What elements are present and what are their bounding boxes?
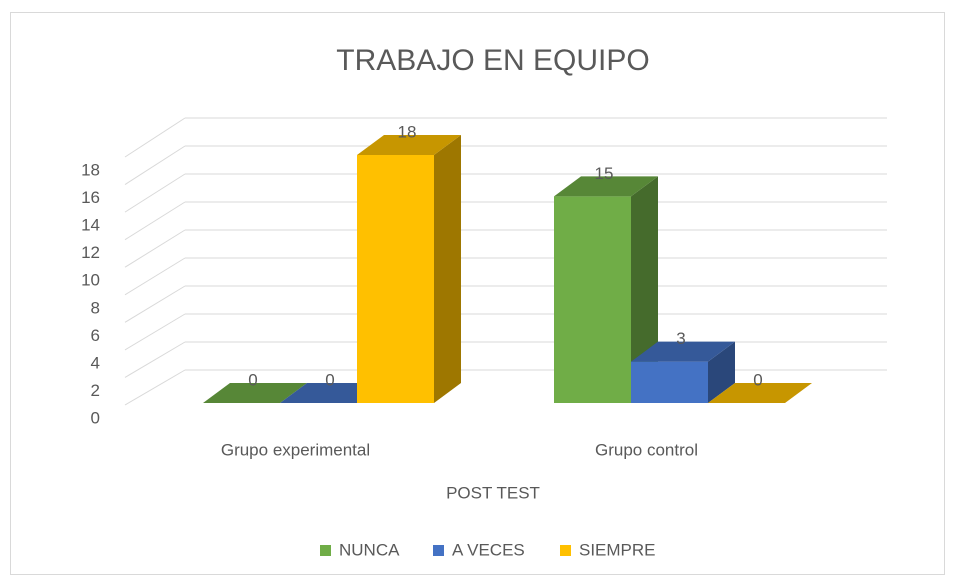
bar-front xyxy=(554,196,631,403)
grid-line xyxy=(124,369,186,406)
grid-line xyxy=(124,229,186,268)
y-tick-label: 4 xyxy=(91,353,100,372)
y-tick-label: 8 xyxy=(91,298,100,317)
y-tick-label: 12 xyxy=(81,243,100,262)
bar-top xyxy=(357,135,461,155)
x-axis-title: POST TEST xyxy=(446,483,540,502)
bar-side xyxy=(631,176,658,403)
y-tick-label: 10 xyxy=(81,271,100,290)
value-label: 0 xyxy=(248,370,257,389)
bar-side xyxy=(434,135,461,403)
value-label: 0 xyxy=(753,370,762,389)
bar xyxy=(554,176,658,403)
value-label: 3 xyxy=(676,329,685,348)
y-tick-label: 16 xyxy=(81,188,100,207)
legend-label: SIEMPRE xyxy=(579,540,656,559)
bar-front xyxy=(631,361,708,403)
legend-swatch xyxy=(320,545,331,556)
bar-top xyxy=(203,383,307,403)
grid-line xyxy=(124,285,186,323)
chart-title: TRABAJO EN EQUIPO xyxy=(336,44,649,77)
bar xyxy=(357,135,461,403)
value-label: 0 xyxy=(325,370,334,389)
grid-line xyxy=(124,257,186,296)
grid-line xyxy=(124,313,186,351)
y-tick-label: 6 xyxy=(91,326,100,345)
grid-line xyxy=(124,117,186,158)
grid-line xyxy=(124,341,186,378)
bar-side xyxy=(708,341,735,403)
x-tick-label: Grupo control xyxy=(595,440,698,459)
y-tick-label: 0 xyxy=(91,408,100,427)
x-tick-label: Grupo experimental xyxy=(221,440,370,459)
chart-border xyxy=(10,12,945,575)
y-tick-label: 18 xyxy=(81,160,100,179)
legend-swatch xyxy=(433,545,444,556)
bar xyxy=(708,383,812,403)
bar-top xyxy=(708,383,812,403)
bar-top xyxy=(631,341,735,362)
value-label: 15 xyxy=(595,164,614,183)
bar-front xyxy=(357,155,434,403)
value-label: 18 xyxy=(398,122,417,141)
y-tick-label: 2 xyxy=(91,381,100,400)
legend-label: NUNCA xyxy=(339,540,400,559)
bar xyxy=(631,341,735,403)
grid-line xyxy=(124,201,186,241)
y-tick-label: 14 xyxy=(81,216,100,235)
bar xyxy=(203,383,307,403)
grid-line xyxy=(124,145,186,185)
bar-top xyxy=(554,176,658,197)
legend-swatch xyxy=(560,545,571,556)
grid-line xyxy=(124,173,186,213)
legend-label: A VECES xyxy=(452,540,525,559)
